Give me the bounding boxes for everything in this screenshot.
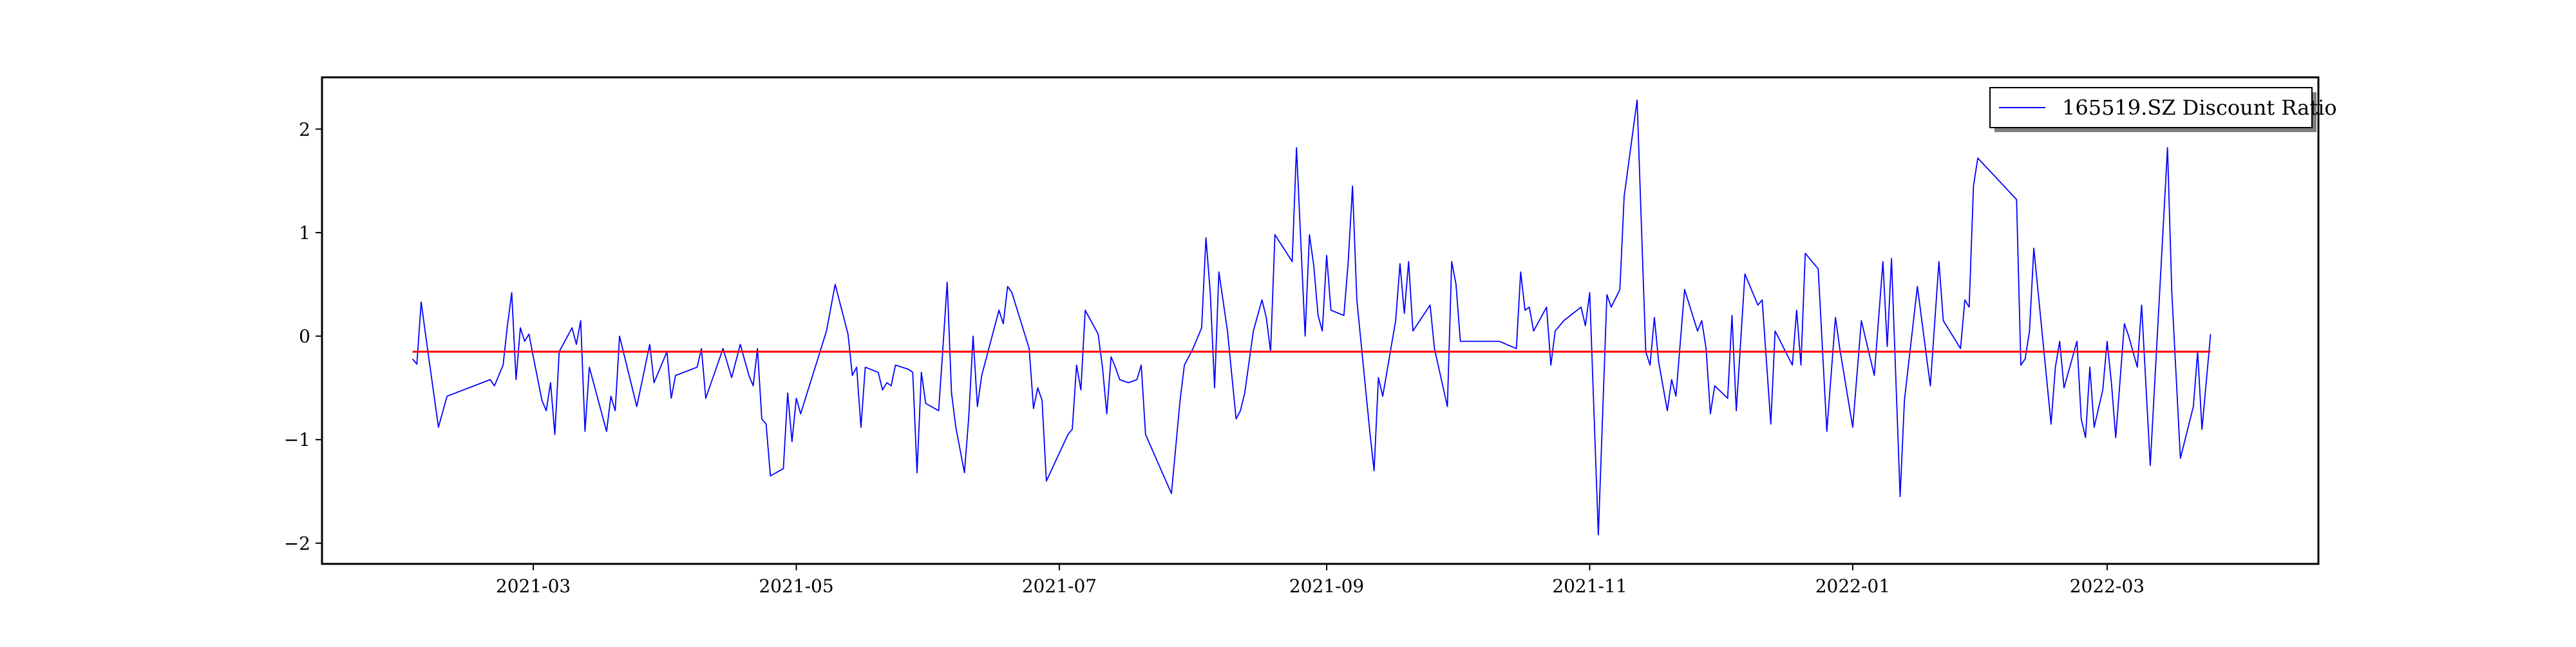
x-tick-label: 2021-05 — [759, 575, 833, 597]
y-tick-label: −1 — [284, 429, 310, 450]
x-tick-label: 2022-01 — [1815, 575, 1890, 597]
y-tick-label: −2 — [284, 533, 310, 554]
x-tick-label: 2022-03 — [2070, 575, 2145, 597]
plot-area — [412, 99, 2211, 536]
legend-label: 165519.SZ Discount Ratio — [2062, 95, 2337, 120]
y-tick-label: 2 — [299, 119, 310, 140]
y-tick-label: 0 — [299, 326, 310, 347]
x-tick-label: 2021-03 — [496, 575, 571, 597]
y-tick-label: 1 — [299, 222, 310, 244]
x-tick-label: 2021-11 — [1552, 575, 1627, 597]
legend: 165519.SZ Discount Ratio — [1989, 87, 2337, 132]
series-line-0 — [412, 99, 2211, 536]
x-tick-label: 2021-07 — [1022, 575, 1097, 597]
plot-frame — [321, 76, 2320, 565]
x-tick-label: 2021-09 — [1289, 575, 1364, 597]
axis-ticks: 2021-03 2021-05 2021-07 2021-09 2021-11 2022-… — [284, 119, 2145, 597]
